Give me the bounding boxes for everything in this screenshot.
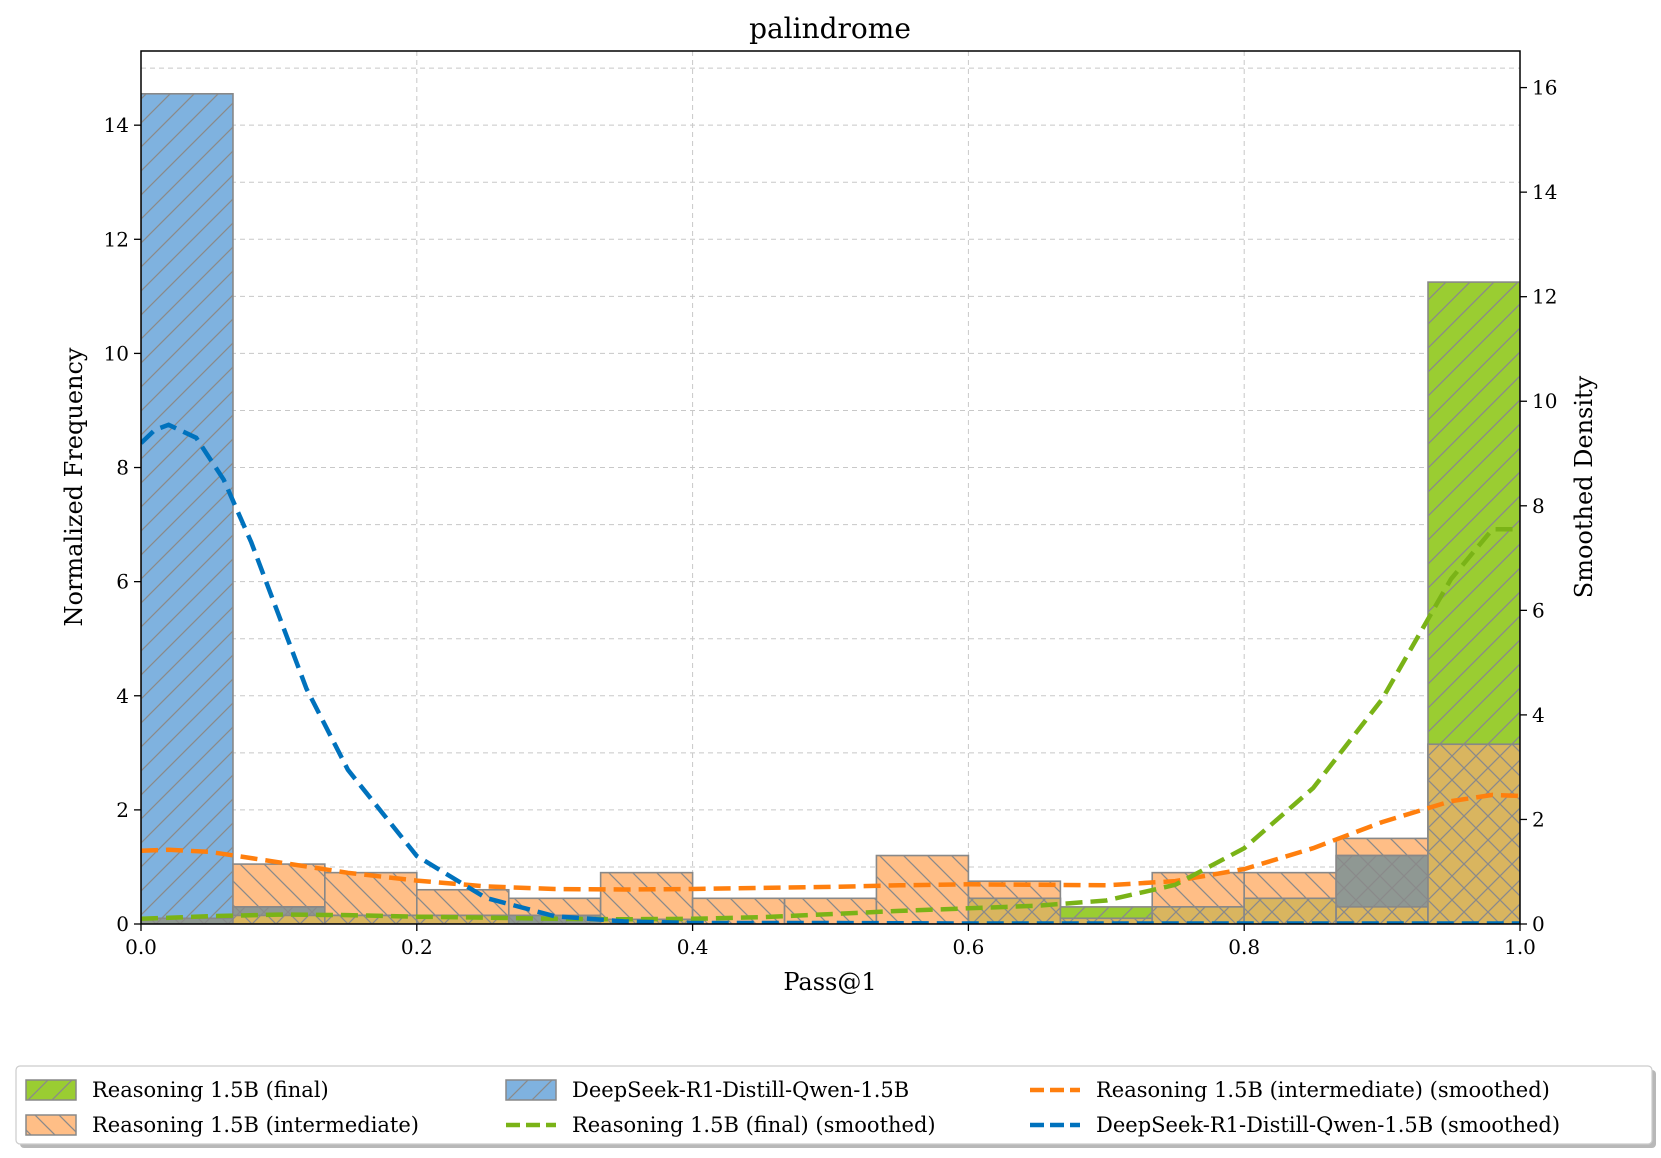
y-right-tick-label: 16 [1532,76,1557,100]
y-right-tick-label: 2 [1532,807,1545,831]
y-tick-label: 0 [116,912,129,936]
chart-title: palindrome [749,12,911,45]
density-line [141,422,1520,924]
legend-label: DeepSeek-R1-Distill-Qwen-1.5B (smoothed) [1096,1113,1560,1137]
y-tick-label: 12 [104,227,129,251]
y-tick-label: 6 [116,570,129,594]
histogram-bars [141,92,1520,924]
y-axis-right-label: Smoothed Density [1570,375,1598,598]
y-axis-left-ticks: 0 2 4 6 8 10 12 14 [104,113,141,936]
x-tick-label: 1.0 [1504,935,1536,959]
bar-overlap [1243,897,1337,924]
x-tick-label: 0.0 [125,935,157,959]
bar-overlap [1427,743,1520,924]
x-tick-label: 0.6 [952,935,984,959]
y-right-tick-label: 8 [1532,494,1545,518]
x-tick-label: 0.2 [401,935,433,959]
y-right-tick-label: 6 [1532,598,1545,622]
legend-item: Reasoning 1.5B (intermediate) (smoothed) [1030,1078,1550,1102]
legend-item: Reasoning 1.5B (final) (smoothed) [506,1113,936,1137]
x-axis-label: Pass@1 [783,968,876,996]
y-right-tick-label: 4 [1532,703,1545,727]
x-tick-label: 0.4 [677,935,709,959]
plot-frame [140,50,1521,925]
bar-intermediate [783,897,878,924]
bar-intermediate [599,871,694,924]
legend-label: Reasoning 1.5B (intermediate) [92,1113,419,1137]
density-lines [141,422,1520,924]
bar-overlap [967,897,1062,924]
y-axis-label: Normalized Frequency [60,347,88,626]
y-tick-label: 4 [116,684,129,708]
density-line [141,792,1520,892]
bar-intermediate [875,854,970,924]
legend-label: DeepSeek-R1-Distill-Qwen-1.5B [572,1078,909,1102]
legend-label: Reasoning 1.5B (final) (smoothed) [572,1113,936,1137]
bar-intermediate [691,897,786,924]
bar-deepseek [141,92,234,924]
x-axis-ticks: 0.0 0.2 0.4 0.6 0.8 1.0 [125,924,1536,959]
grid-lines [141,51,1520,924]
y-tick-label: 8 [116,456,129,480]
legend-item: Reasoning 1.5B (intermediate) [25,1113,419,1137]
y-right-tick-label: 12 [1532,285,1557,309]
legend-item: DeepSeek-R1-Distill-Qwen-1.5B [505,1078,909,1102]
y-tick-label: 10 [104,341,129,365]
y-right-tick-label: 14 [1532,180,1557,204]
legend: Reasoning 1.5B (final) Reasoning 1.5B (in… [15,1065,1656,1148]
legend-item: DeepSeek-R1-Distill-Qwen-1.5B (smoothed) [1030,1113,1560,1137]
y-axis-right-ticks: 0 2 4 6 8 10 12 14 16 [1520,76,1557,936]
legend-label: Reasoning 1.5B (intermediate) (smoothed) [1096,1078,1550,1102]
legend-box [15,1065,1653,1145]
y-tick-label: 2 [116,798,129,822]
density-line [141,527,1520,922]
x-tick-label: 0.8 [1228,935,1260,959]
legend-label: Reasoning 1.5B (final) [92,1078,329,1102]
y-right-tick-label: 10 [1532,389,1557,413]
y-right-tick-label: 0 [1532,912,1545,936]
legend-item: Reasoning 1.5B (final) [25,1078,329,1102]
y-tick-label: 14 [104,113,129,137]
